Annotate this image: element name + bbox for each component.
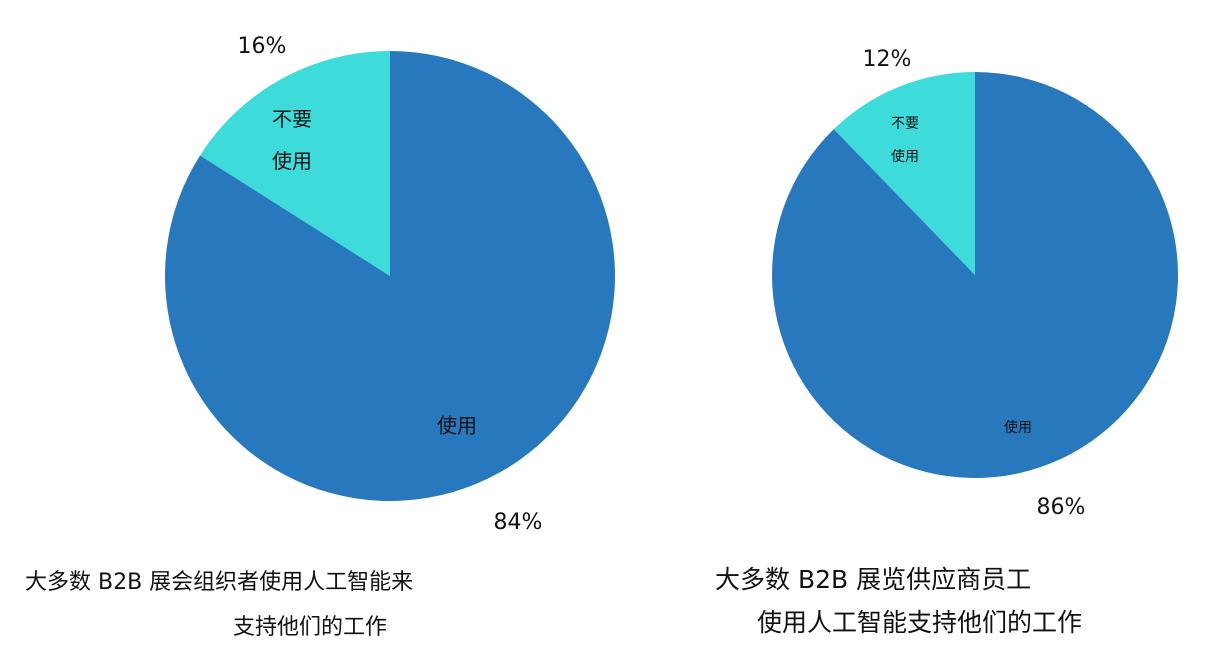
pie-slice [200,51,390,276]
pie-slice [772,72,1178,478]
caption: 使用人工智能支持他们的工作 [757,608,1082,637]
slice-label: 不要使用 [891,116,919,165]
pie-slice [165,51,616,502]
value-label: 86% [1037,495,1086,520]
value-label: 12% [863,47,912,72]
value-label: 16% [238,34,287,59]
slice-label: 使用 [437,414,477,438]
slice-label: 使用 [1004,419,1032,436]
caption: 大多数 B2B 展览供应商员工 [715,565,1031,594]
caption: 大多数 B2B 展会组织者使用人工智能来 [25,570,413,595]
pie-slice [833,72,975,275]
value-label: 84% [494,510,543,535]
caption: 支持他们的工作 [233,615,387,640]
slice-label: 不要使用 [272,107,312,173]
